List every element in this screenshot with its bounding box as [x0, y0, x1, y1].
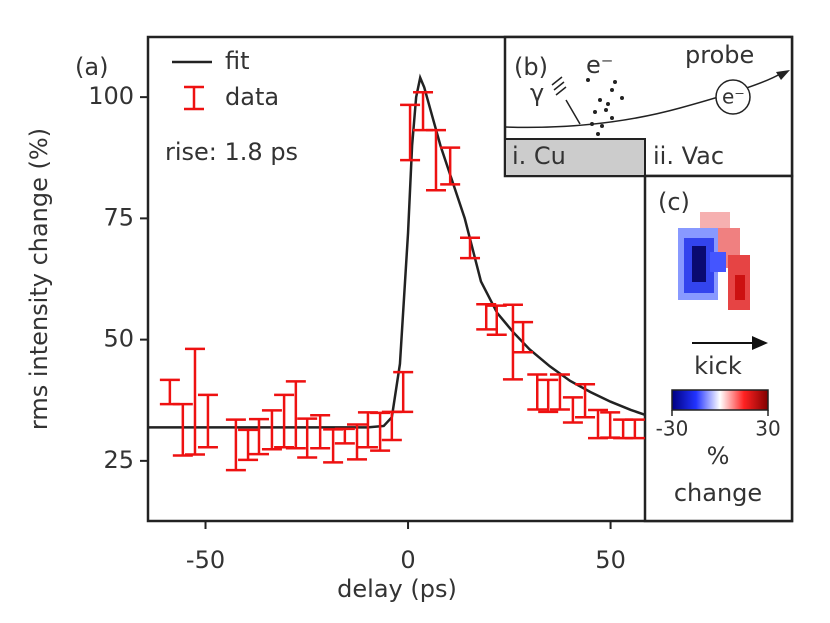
kick-label: kick	[694, 352, 742, 380]
electron-label: e⁻	[722, 85, 745, 109]
arrow-head	[752, 336, 768, 350]
heatmap	[678, 212, 750, 310]
colorbar-tick-label: 30	[755, 417, 780, 441]
y-tick-label: 75	[103, 203, 134, 231]
region-label: i. Cu	[512, 142, 566, 170]
arrow-head	[776, 70, 790, 80]
electrons-label: e⁻	[586, 51, 613, 79]
x-axis-label: delay (ps)	[337, 575, 457, 603]
colorbar-tick-label: -30	[656, 417, 689, 441]
colorbar-label: change	[674, 479, 762, 507]
x-tick-label: 50	[595, 546, 626, 574]
gamma-label: γ	[530, 79, 544, 107]
inset-label: (c)	[658, 188, 690, 216]
y-tick-label: 25	[103, 446, 134, 474]
probe-path	[504, 73, 781, 129]
y-tick-label: 100	[88, 82, 134, 110]
y-tick-label: 50	[103, 325, 134, 353]
colorbar	[671, 389, 769, 411]
cu-block	[504, 138, 646, 177]
probe-label: probe	[685, 41, 754, 69]
y-axis-label: rms intensity change (%)	[25, 128, 53, 430]
electron-dots	[586, 78, 624, 136]
inset-label: (b)	[514, 53, 548, 81]
x-tick-label: 0	[400, 546, 415, 574]
inset-c: (c) kick % change	[643, 174, 794, 523]
electron-circle	[715, 79, 751, 115]
gamma-ray	[551, 76, 581, 125]
colorbar-label: %	[707, 442, 730, 470]
panel-label: (a)	[75, 53, 108, 81]
x-tick-label: -50	[186, 546, 225, 574]
legend-label: fit	[225, 47, 250, 75]
annotation: rise: 1.8 ps	[165, 138, 298, 166]
legend-label: data	[225, 83, 279, 111]
inset-b: (b) probe e⁻ e⁻ γ i. Cu ii. Vac	[503, 35, 794, 178]
region-label: ii. Vac	[653, 142, 724, 170]
